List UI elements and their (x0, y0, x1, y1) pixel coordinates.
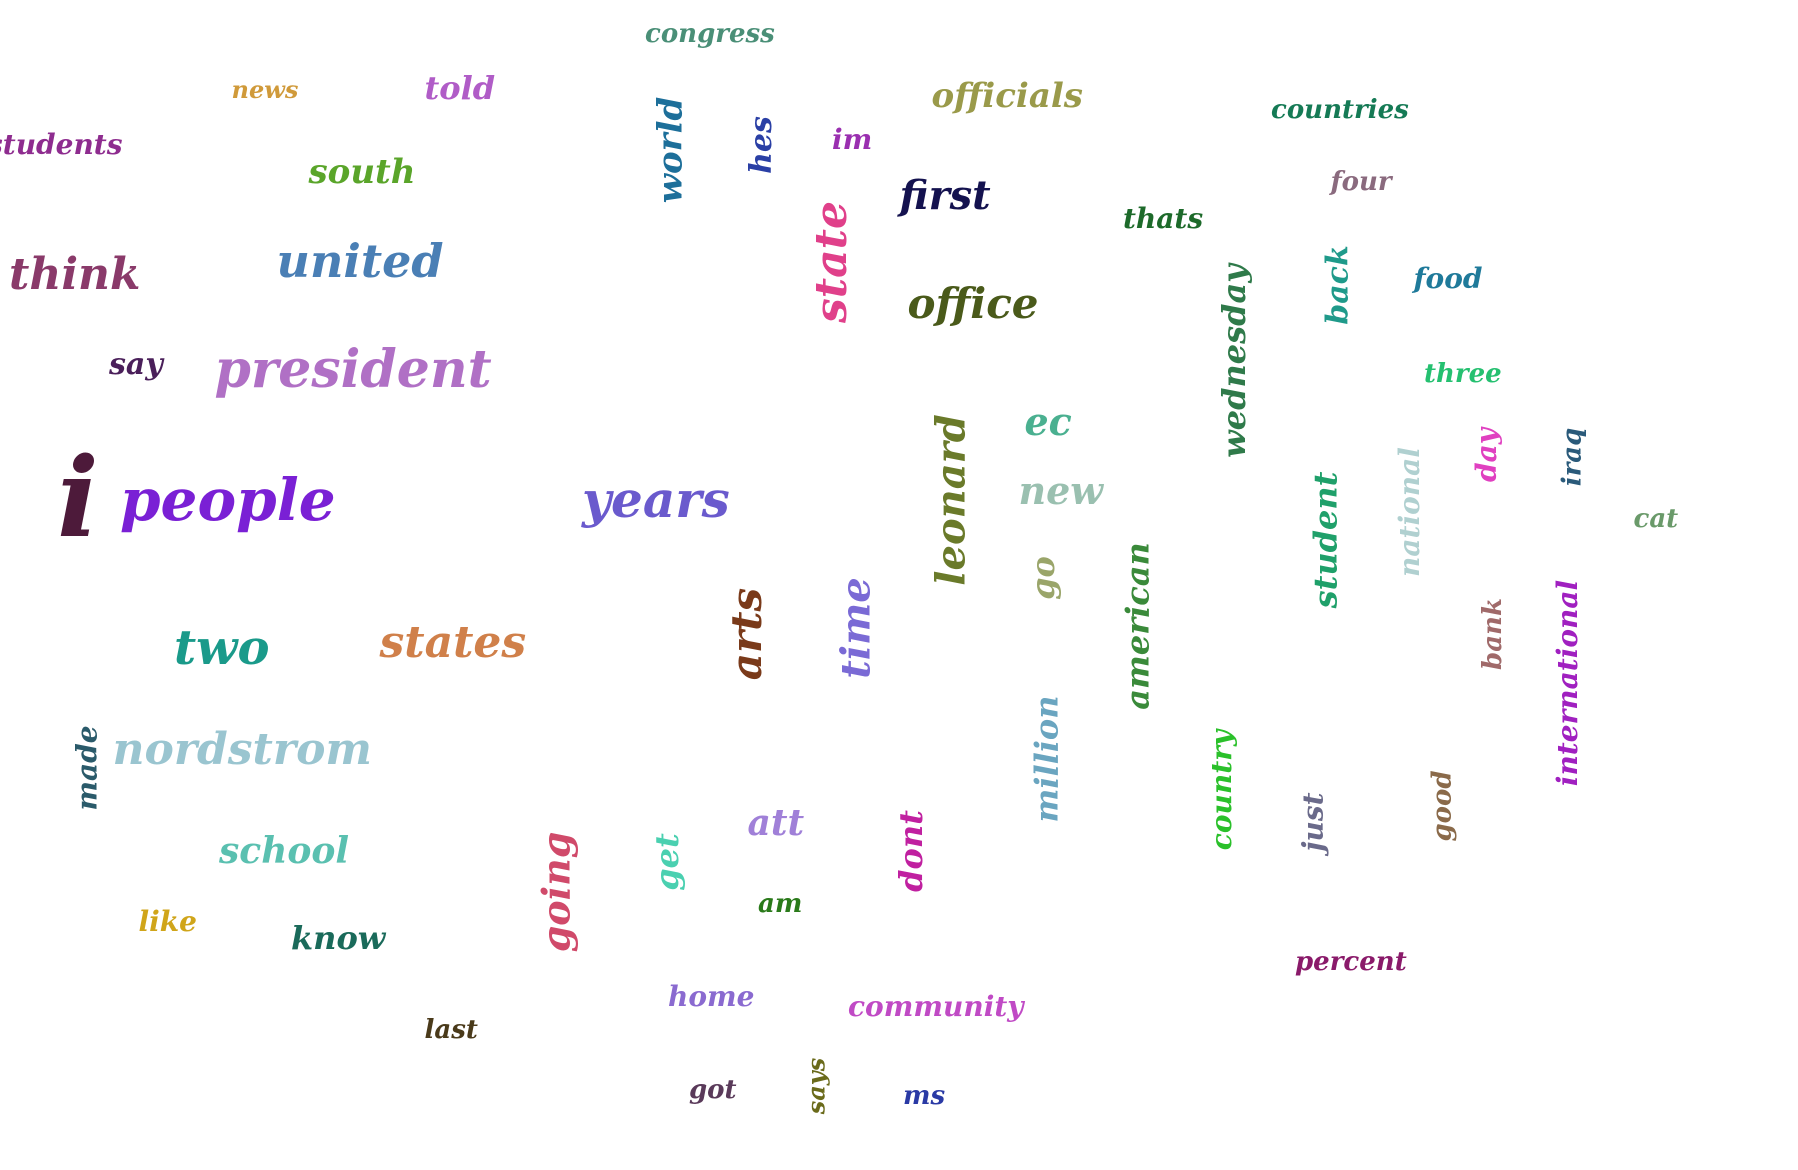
word-nordstrom: nordstrom (112, 724, 372, 775)
word-million: million (1027, 695, 1066, 823)
word-world: world (649, 96, 690, 204)
word-news: news (231, 75, 299, 104)
word-iraq: iraq (1556, 427, 1587, 487)
word-wednesday: wednesday (1214, 264, 1253, 458)
word-two: two (174, 620, 270, 676)
word-school: school (219, 830, 350, 872)
word-international: international (1551, 579, 1585, 787)
word-time: time (832, 577, 880, 679)
word-made: made (70, 725, 104, 811)
word-four: four (1330, 167, 1392, 197)
word-get: get (647, 833, 686, 891)
word-dont: dont (891, 810, 930, 892)
word-years: years (582, 470, 730, 529)
word-community: community (848, 990, 1024, 1023)
word-thats: thats (1123, 202, 1204, 235)
word-know: know (291, 919, 386, 957)
word-country: country (1205, 729, 1239, 851)
word-say: say (109, 347, 163, 382)
word-says: says (800, 1057, 830, 1115)
word-day: day (1470, 428, 1503, 482)
word-home: home (668, 980, 755, 1013)
word-people: people (120, 466, 336, 534)
word-office: office (907, 279, 1039, 328)
word-united: united (276, 234, 444, 288)
word-i: i (57, 433, 99, 562)
word-cat: cat (1633, 504, 1679, 534)
word-american: american (1118, 542, 1157, 710)
word-percent: percent (1295, 947, 1407, 977)
word-last: last (424, 1015, 478, 1045)
word-three: three (1424, 359, 1502, 389)
word-im: im (832, 123, 873, 156)
word-student: student (1305, 471, 1344, 609)
word-got: got (689, 1075, 737, 1105)
word-hes: hes (743, 116, 779, 174)
word-back: back (1320, 245, 1356, 325)
word-think: think (9, 249, 141, 300)
word-congress: congress (645, 19, 775, 49)
word-ec: ec (1024, 399, 1072, 444)
word-south: south (308, 152, 416, 192)
word-go: go (1023, 556, 1062, 600)
word-leonard: leonard (927, 414, 975, 586)
word-first: first (899, 172, 991, 219)
word-bank: bank (1477, 598, 1508, 670)
word-att: att (747, 802, 805, 844)
word-like: like (138, 905, 198, 938)
word-good: good (1427, 770, 1458, 842)
word-new: new (1018, 468, 1104, 513)
word-told: told (424, 69, 496, 107)
word-am: am (758, 889, 803, 919)
word-countries: countries (1271, 95, 1409, 125)
word-state: state (805, 201, 857, 323)
word-just: just (1296, 792, 1330, 852)
word-food: food (1413, 262, 1483, 295)
word-arts: arts (722, 587, 772, 681)
word-president: president (214, 339, 492, 400)
word-ms: ms (903, 1081, 946, 1111)
word-students: students (0, 128, 123, 161)
word-national: national (1392, 447, 1426, 577)
word-officials: officials (931, 76, 1083, 116)
word-states: states (379, 617, 527, 668)
word-going: going (532, 831, 578, 953)
